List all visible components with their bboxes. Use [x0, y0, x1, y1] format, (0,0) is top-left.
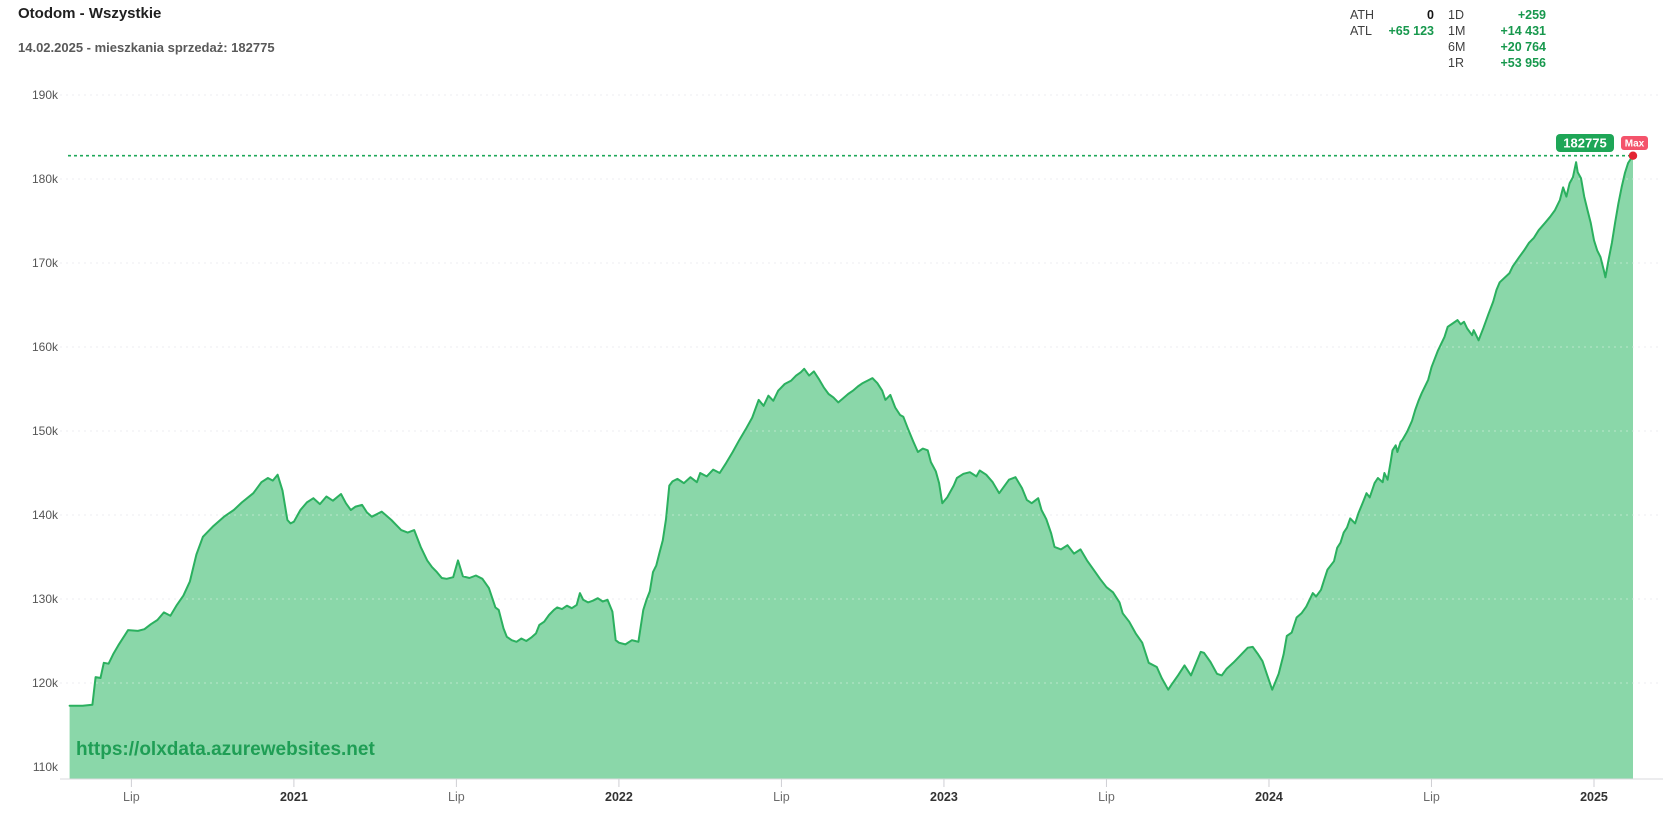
stat-label: ATL — [1350, 24, 1372, 38]
svg-text:182775: 182775 — [1563, 136, 1606, 151]
svg-text:Max: Max — [1625, 139, 1645, 150]
svg-text:Lip: Lip — [448, 790, 465, 804]
svg-text:130k: 130k — [32, 592, 59, 606]
svg-text:2021: 2021 — [280, 790, 308, 804]
svg-text:190k: 190k — [32, 88, 59, 102]
svg-text:Lip: Lip — [773, 790, 790, 804]
stat-label: ATH — [1350, 8, 1375, 22]
stats-panel: ATH 0 ATL +65 123 1D +259 1M +14 431 6M … — [1350, 7, 1546, 71]
stat-value: +14 431 — [1500, 24, 1546, 38]
svg-text:150k: 150k — [32, 424, 59, 438]
svg-text:170k: 170k — [32, 256, 59, 270]
stat-value: 0 — [1427, 8, 1434, 22]
stat-6m: 6M +20 764 — [1448, 39, 1546, 55]
stat-atl: ATL +65 123 — [1350, 23, 1434, 39]
stats-periods: 1D +259 1M +14 431 6M +20 764 1R +53 956 — [1448, 7, 1546, 71]
stat-value: +65 123 — [1388, 24, 1434, 38]
stat-label: 1R — [1448, 56, 1464, 70]
stat-1m: 1M +14 431 — [1448, 23, 1546, 39]
svg-text:Lip: Lip — [1098, 790, 1115, 804]
svg-text:120k: 120k — [32, 676, 59, 690]
svg-text:140k: 140k — [32, 508, 59, 522]
stat-value: +259 — [1517, 8, 1546, 22]
svg-text:2023: 2023 — [930, 790, 958, 804]
stat-1r: 1R +53 956 — [1448, 55, 1546, 71]
svg-text:Lip: Lip — [1423, 790, 1440, 804]
stats-ath-atl: ATH 0 ATL +65 123 — [1350, 7, 1434, 71]
page-title: Otodom - Wszystkie — [18, 5, 162, 22]
svg-text:2025: 2025 — [1580, 790, 1608, 804]
watermark-url: https://olxdata.azurewebsites.net — [76, 739, 375, 760]
stat-label: 6M — [1448, 40, 1466, 54]
stat-label: 1M — [1448, 24, 1466, 38]
svg-text:110k: 110k — [33, 760, 59, 774]
svg-text:160k: 160k — [32, 340, 59, 354]
stat-label: 1D — [1448, 8, 1464, 22]
chart-subtitle: 14.02.2025 - mieszkania sprzedaż: 182775 — [18, 40, 275, 55]
stat-ath: ATH 0 — [1350, 7, 1434, 23]
svg-text:2024: 2024 — [1255, 790, 1283, 804]
stat-1d: 1D +259 — [1448, 7, 1546, 23]
svg-text:2022: 2022 — [605, 790, 633, 804]
stat-value: +53 956 — [1500, 56, 1546, 70]
stat-value: +20 764 — [1500, 40, 1546, 54]
svg-text:180k: 180k — [32, 172, 59, 186]
svg-text:Lip: Lip — [123, 790, 140, 804]
